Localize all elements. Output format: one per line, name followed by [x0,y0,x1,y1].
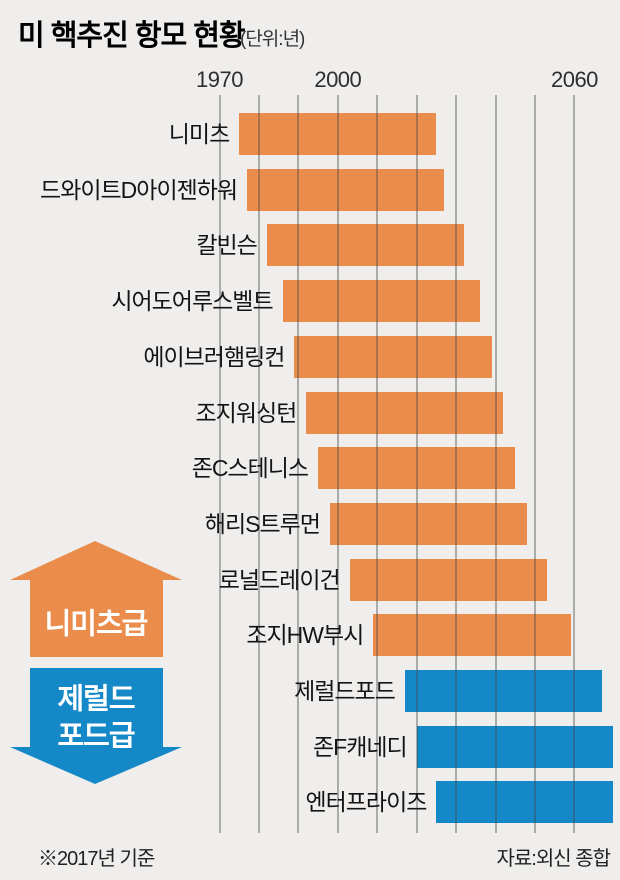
footnote: ※2017년 기준 [38,848,155,870]
ford-class-legend-label-line2: 포드급 [57,721,134,753]
carrier-label: 니미츠 [168,121,230,147]
gridline [376,95,379,833]
gridline [534,95,537,833]
ford-class-legend-label-line1: 제럴드 [57,683,134,716]
unit-label: (단위:년) [240,29,305,50]
carrier-label: 제럴드포드 [294,678,396,704]
carrier-label: 조지HW부시 [246,622,364,649]
page-title: 미 핵추진 항모 현황 [18,20,246,52]
carrier-bar [404,670,603,712]
nimitz-class-up-arrow-icon [10,541,182,657]
carrier-bar [373,614,571,657]
carrier-label: 해리S트루먼 [204,510,321,537]
carrier-bar [266,224,464,267]
carrier-label: 에이브러햄링컨 [143,343,285,370]
carrier-bar [349,558,547,601]
gridline [573,95,576,833]
carrier-label: 시어도어루스벨트 [111,288,273,315]
carrier-bar [282,280,480,323]
carrier-bar [416,725,613,768]
carrier-bar [329,502,528,545]
class-legend: 니미츠급 제럴드 포드급 [10,541,182,784]
nimitz-class-legend-label: 니미츠급 [45,608,148,641]
carrier-label: 엔터프라이즈 [305,789,427,816]
gridline [297,95,300,833]
gridline [415,95,418,833]
carrier-label: 조지워싱턴 [195,399,297,426]
carrier-bar [247,168,445,211]
ford-class-down-arrow-icon [10,668,182,784]
gridline [455,95,458,833]
axis-tick-label: 2060 [550,67,598,92]
carrier-label: 칼빈슨 [196,232,257,259]
carrier-bar [294,335,492,378]
carrier-label: 드와이트D아이젠하워 [40,176,238,203]
gridline [336,95,339,833]
gridline [218,95,221,833]
carrier-bar [318,447,516,490]
carrier-label: 로널드레이건 [218,566,341,593]
axis-tick-label: 1970 [196,67,243,92]
axis-tick-label: 2000 [314,67,362,92]
carrier-label: 존F캐네디 [313,733,408,760]
carrier-label: 존C스테니스 [191,455,309,482]
carrier-bar [306,391,504,434]
carrier-bar [239,113,437,155]
carrier-bar [436,781,613,824]
gridline [257,95,260,833]
gridline [494,95,497,833]
source-credit: 자료:외신 종합 [496,848,611,870]
